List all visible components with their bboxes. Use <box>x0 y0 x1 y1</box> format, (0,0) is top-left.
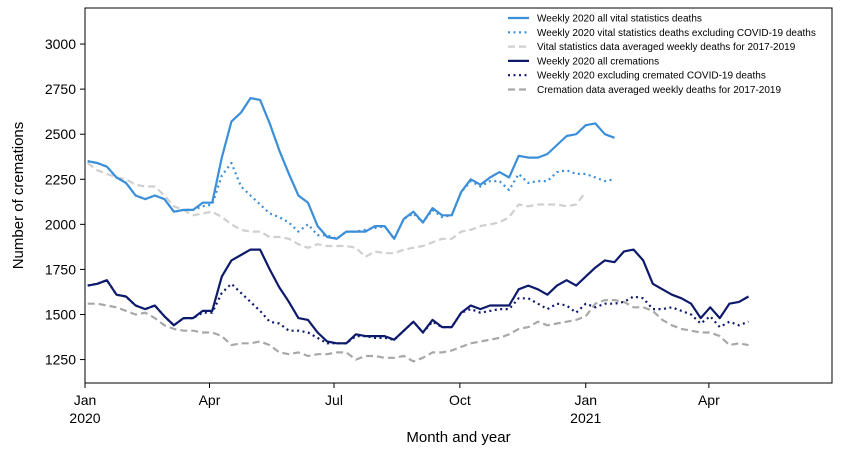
series-line-6 <box>87 299 749 363</box>
plot-series-group <box>87 97 750 363</box>
y-tick-label: 1250 <box>45 352 76 368</box>
series-line-3 <box>87 162 587 258</box>
series-line-2 <box>87 160 615 240</box>
series-line-4 <box>87 248 750 345</box>
legend-label: Vital statistics data averaged weekly de… <box>537 42 796 53</box>
x-axis-label: Month and year <box>406 429 510 446</box>
x-axis: Jan 2020 Apr Jul Oct Jan 2021 Apr <box>69 383 720 426</box>
legend-label: Weekly 2020 excluding cremated COVID-19 … <box>537 71 766 82</box>
x-tick-label: Oct <box>449 392 471 408</box>
series-line-1 <box>87 97 615 240</box>
x-tick-year-label: 2020 <box>69 410 100 426</box>
legend-label: Weekly 2020 all vital statistics deaths <box>537 14 702 25</box>
x-tick-label: Jan <box>574 392 597 408</box>
y-tick-label: 3000 <box>45 36 76 52</box>
x-tick-label: Jul <box>325 392 343 408</box>
y-tick-label: 2500 <box>45 126 76 142</box>
x-tick-label: Apr <box>698 392 720 408</box>
x-tick-label: Jan <box>74 392 97 408</box>
y-tick-label: 1500 <box>45 306 76 322</box>
x-tick-year-label: 2021 <box>570 410 601 426</box>
series-line-5 <box>87 279 749 345</box>
plot-area-frame <box>84 7 833 384</box>
legend-label: Cremation data averaged weekly deaths fo… <box>537 85 781 96</box>
y-tick-label: 2250 <box>45 171 76 187</box>
y-axis-label: Number of cremations <box>10 122 27 270</box>
x-tick-label: Apr <box>199 392 221 408</box>
y-tick-label: 2750 <box>45 81 76 97</box>
legend-label: Weekly 2020 all cremations <box>537 56 659 67</box>
legend-label: Weekly 2020 vital statistics deaths excl… <box>537 28 816 39</box>
y-tick-label: 2000 <box>45 216 76 232</box>
y-tick-label: 1750 <box>45 261 76 277</box>
legend: Weekly 2020 all vital statistics deaths W… <box>508 14 816 96</box>
y-axis: 1250 1500 1750 2000 2250 2500 2750 3000 <box>45 36 85 368</box>
